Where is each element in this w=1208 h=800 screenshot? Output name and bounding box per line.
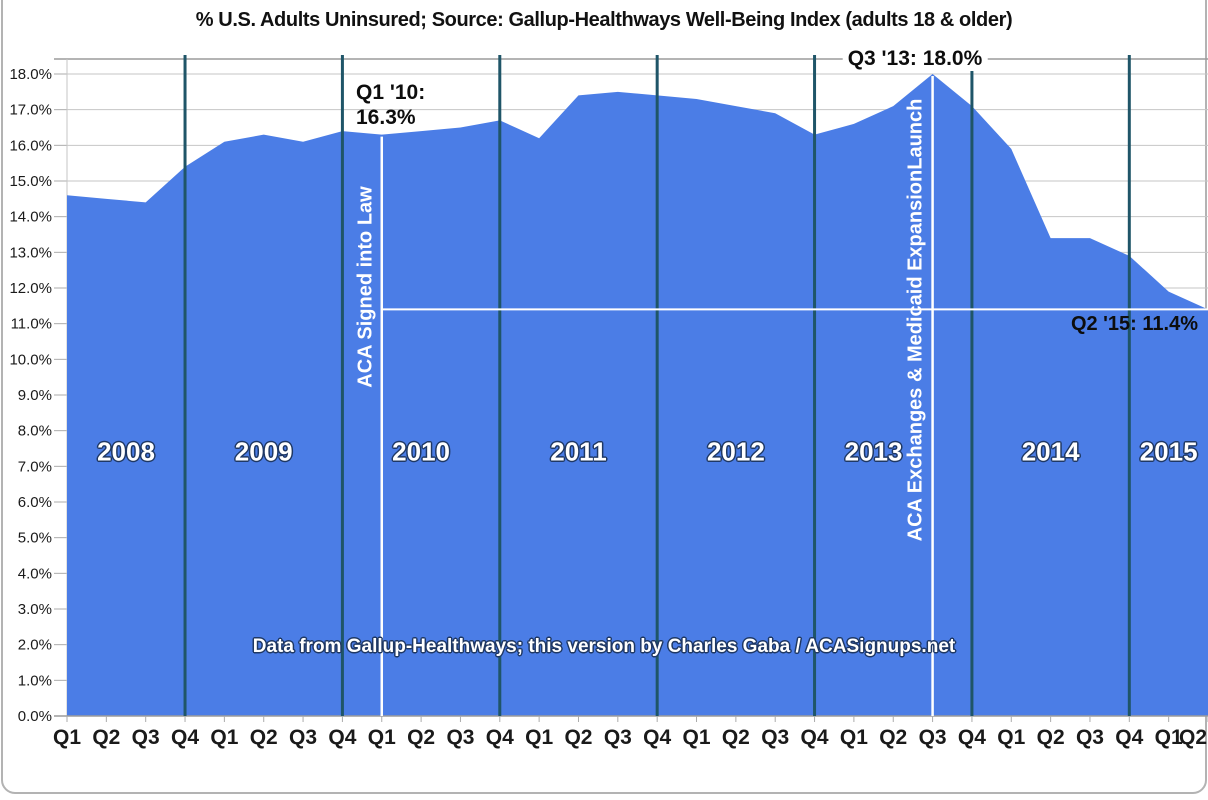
y-tick-label: 0.0%	[18, 708, 52, 725]
year-label: 2012	[706, 436, 765, 467]
x-tick-label: Q2	[1037, 726, 1065, 749]
x-tick-label: Q4	[643, 726, 671, 749]
y-tick-label: 14.0%	[9, 209, 52, 226]
x-tick-label: Q4	[801, 726, 829, 749]
y-tick-label: 11.0%	[11, 316, 52, 333]
x-tick-label: Q1	[210, 726, 238, 749]
annotation-q3-2013-peak: Q3 '13: 18.0%	[842, 47, 988, 71]
x-tick-label: Q2	[250, 726, 278, 749]
year-label: 2015	[1139, 436, 1198, 467]
x-tick-label: Q2	[92, 726, 120, 749]
y-tick-label: 8.0%	[18, 423, 52, 440]
x-tick-label: Q4	[171, 726, 199, 749]
y-tick-label: 7.0%	[18, 458, 52, 475]
x-tick-label: Q2	[1179, 726, 1207, 749]
attribution-text: Data from Gallup-Healthways; this versio…	[252, 636, 956, 657]
x-tick-label: Q3	[289, 726, 317, 749]
x-tick-label: Q1	[525, 726, 553, 749]
year-label: 2009	[234, 436, 293, 467]
x-tick-label: Q2	[722, 726, 750, 749]
y-tick-label: 2.0%	[18, 637, 52, 654]
x-tick-label: Q1	[683, 726, 711, 749]
year-label: 2010	[392, 436, 451, 467]
x-tick-label: Q1	[997, 726, 1025, 749]
y-tick-label: 16.0%	[9, 137, 52, 154]
x-tick-label: Q1	[840, 726, 868, 749]
x-tick-label: Q3	[761, 726, 789, 749]
year-label: 2008	[97, 436, 155, 467]
y-tick-label: 4.0%	[18, 565, 52, 582]
x-tick-label: Q3	[919, 726, 947, 749]
y-tick-label: 1.0%	[18, 672, 52, 689]
x-tick-label: Q4	[1115, 726, 1143, 749]
x-tick-label: Q4	[958, 726, 986, 749]
x-tick-label: Q1	[53, 726, 81, 749]
y-tick-label: 9.0%	[18, 387, 52, 404]
y-tick-label: 3.0%	[18, 601, 52, 618]
y-tick-label: 15.0%	[9, 173, 52, 190]
y-tick-label: 17.0%	[9, 102, 52, 119]
year-label: 2011	[550, 436, 607, 467]
area-series	[67, 74, 1208, 716]
annotation-q1-2010: Q1 '10: 16.3%	[356, 81, 426, 129]
x-tick-label: Q1	[368, 726, 396, 749]
x-tick-label: Q1	[1155, 726, 1183, 749]
y-tick-label: 10.0%	[9, 351, 52, 368]
event-label-aca-signed-into-law: ACA Signed into Law	[354, 186, 377, 388]
y-tick-label: 12.0%	[9, 280, 52, 297]
x-tick-label: Q4	[328, 726, 356, 749]
x-tick-label: Q3	[446, 726, 474, 749]
x-tick-label: Q3	[604, 726, 632, 749]
chart-title: % U.S. Adults Uninsured; Source: Gallup-…	[195, 9, 1013, 31]
y-tick-label: 13.0%	[9, 244, 52, 261]
y-tick-label: 6.0%	[18, 494, 52, 511]
x-tick-label: Q2	[407, 726, 435, 749]
x-tick-label: Q3	[1076, 726, 1104, 749]
x-tick-label: Q3	[132, 726, 160, 749]
year-label: 2014	[1021, 436, 1080, 467]
event-label-aca-exchanges-medicaid-expansion-launch: ACA Exchanges & Medicaid ExpansionLaunch	[904, 98, 927, 542]
year-label: 2013	[844, 436, 903, 467]
annotation-q2-2015-latest: Q2 '15: 11.4%	[1070, 313, 1198, 335]
y-tick-label: 18.0%	[9, 66, 52, 83]
x-tick-label: Q2	[564, 726, 592, 749]
x-tick-label: Q2	[879, 726, 907, 749]
y-tick-label: 5.0%	[18, 530, 52, 547]
x-tick-label: Q4	[486, 726, 514, 749]
